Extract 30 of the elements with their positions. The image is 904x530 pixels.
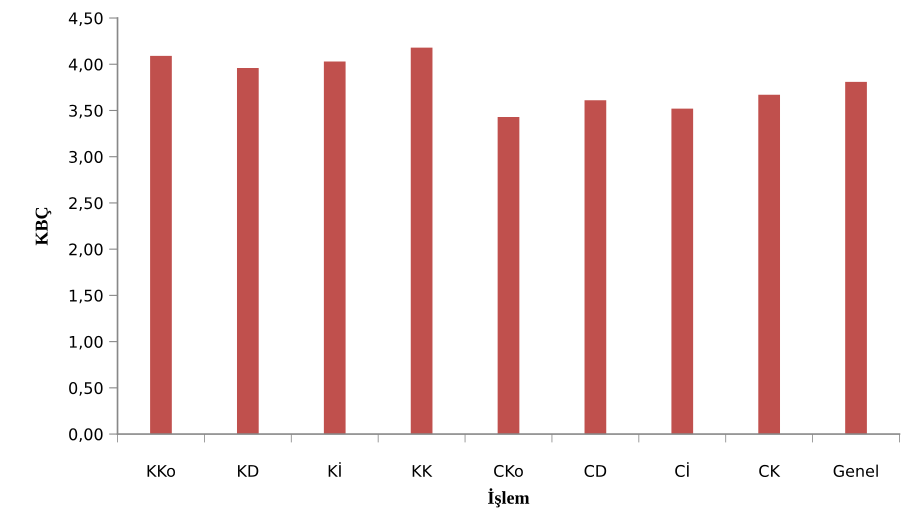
x-tick-label: CD [584,464,606,477]
x-axis-title: İşlem [488,488,530,508]
y-tick-label: 0,00 [69,428,103,442]
y-tick-label: 3,00 [69,150,103,165]
y-tick-label: 0,50 [69,382,103,396]
bar [584,100,606,434]
x-tick-label: Cİ [675,462,689,477]
bar [410,48,432,434]
y-axis-title: KBÇ [36,208,52,246]
bar [671,108,694,434]
y-tick-label: 1,50 [70,290,103,304]
bar [150,56,172,434]
x-tick-label: Genel [834,464,878,477]
y-tick-label: 4,50 [68,12,103,26]
x-tick-label: KK [412,465,432,477]
y-tick-label: 4,00 [68,58,103,72]
y-tick-label: 2,50 [69,197,103,211]
bar [498,116,520,434]
x-tick-label: KD [238,465,258,477]
x-tick-label: CK [759,464,780,477]
bar [845,82,867,434]
y-tick-label: 2,00 [69,243,103,258]
y-tick-label: 1,00 [70,336,103,350]
bar [758,94,780,434]
y-tick-label: 3,50 [69,104,103,118]
bar [236,68,259,434]
x-tick-label: KKo [148,465,176,477]
x-tick-label: Kİ [328,462,341,477]
bar [324,61,346,434]
x-tick-label: CKo [494,464,523,477]
